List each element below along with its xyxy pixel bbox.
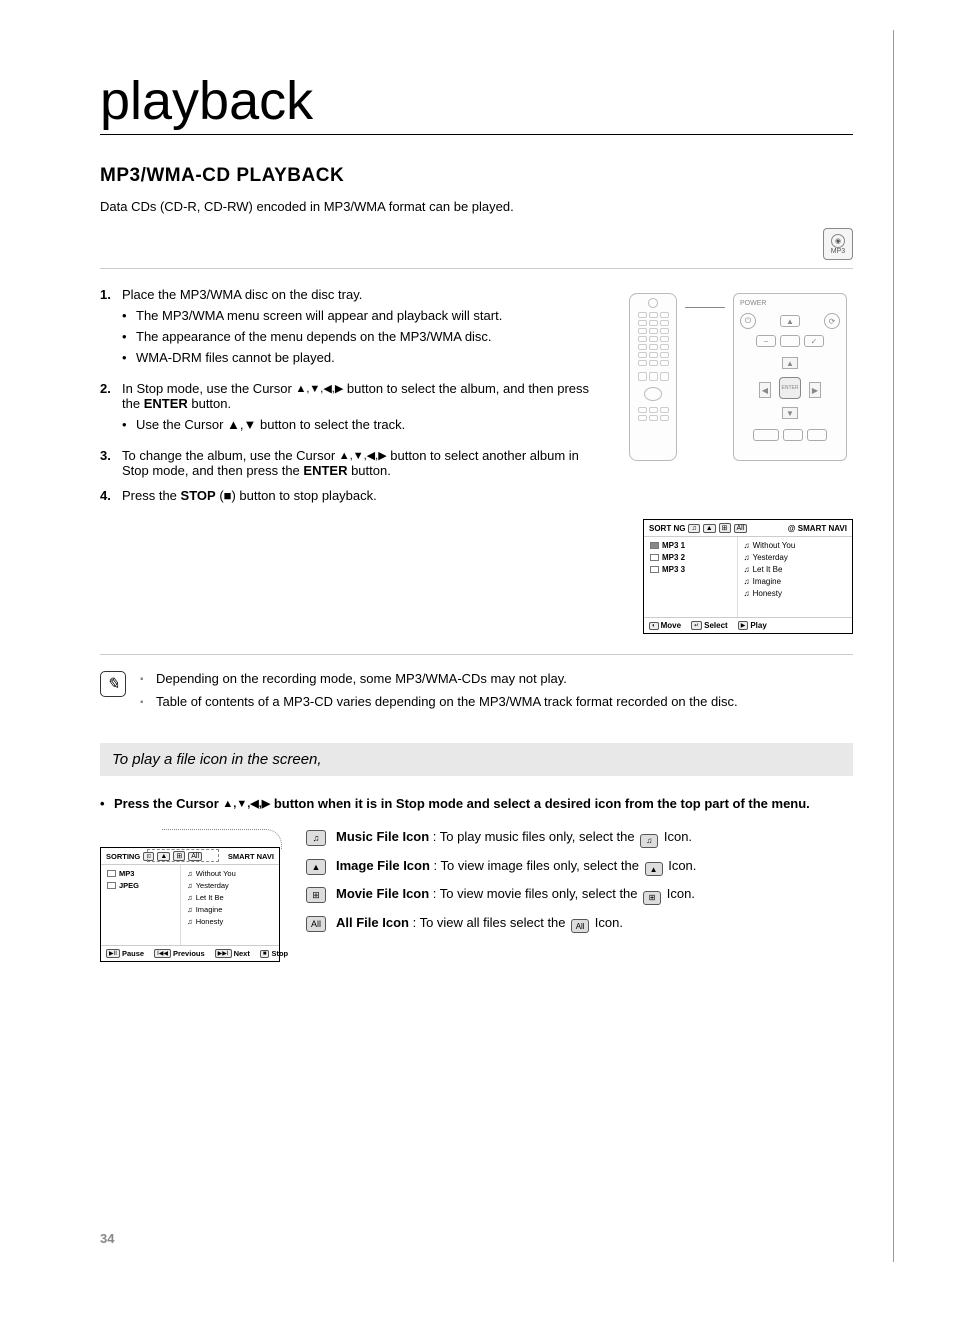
intro-text: Data CDs (CD-R, CD-RW) encoded in MP3/WM… — [100, 199, 853, 214]
dashed-highlight — [147, 849, 219, 862]
osd-screenshot-2: SORTING ♫ ▲ ⊞ All SMART NAVI MP3JPEG ♫Wi… — [100, 847, 280, 962]
icon-def-row: ▲Image File Icon : To view image files o… — [306, 858, 853, 877]
callout-dots — [162, 829, 282, 849]
power-icon: ⏻ — [740, 313, 756, 329]
music-chip-icon: ♫ — [688, 524, 699, 533]
eject-icon: ▲ — [780, 315, 800, 327]
icon-def-row: AllAll File Icon : To view all files sel… — [306, 915, 853, 934]
osd2-smartnavi: SMART NAVI — [228, 852, 274, 861]
dpad-up-icon: ▲ — [782, 357, 798, 369]
remote-right-panel: POWER ⏻ ▲ ⟳ − ✓ ▲ ▼ ◀ ▶ — [733, 293, 847, 461]
file-icon: ⊞ — [306, 887, 326, 903]
section-title: MP3/WMA-CD PLAYBACK — [100, 165, 853, 187]
inline-file-icon: ⊞ — [643, 891, 661, 905]
icon-def-row: ♫Music File Icon : To play music files o… — [306, 829, 853, 848]
step-item: 3.To change the album, use the Cursor ▲,… — [100, 448, 607, 478]
enter-button-icon: ENTER — [779, 377, 801, 399]
divider — [100, 268, 853, 269]
remote-figure: POWER ⏻ ▲ ⟳ − ✓ ▲ ▼ ◀ ▶ — [623, 287, 853, 467]
icon-instruction: Press the Cursor ▲,▼,◀,▶ button when it … — [100, 796, 853, 811]
osd2-folders: MP3JPEG — [101, 865, 181, 945]
step-item: 4.Press the STOP (■) button to stop play… — [100, 488, 607, 503]
step-item: 2.In Stop mode, use the Cursor ▲,▼,◀,▶ b… — [100, 381, 607, 438]
dpad-right-icon: ▶ — [809, 382, 821, 398]
dpad: ▲ ▼ ◀ ▶ ENTER — [755, 353, 825, 423]
file-icon: All — [306, 916, 326, 932]
steps-list: 1.Place the MP3/WMA disc on the disc tra… — [100, 287, 607, 503]
mp3-badge-icon: ◉ MP3 — [823, 228, 853, 260]
osd1-sorting: SORT NG — [649, 524, 685, 533]
file-icon: ♫ — [306, 830, 326, 846]
file-icon: ▲ — [306, 859, 326, 875]
inline-file-icon: ▲ — [645, 862, 663, 876]
chapter-title: playback — [100, 70, 853, 135]
note-icon: ✎ — [100, 671, 126, 697]
osd-screenshot-1: SORT NG ♫ ▲ ⊞ All @ SMART NAVI MP3 1MP3 … — [643, 519, 853, 634]
icon-definitions: ♫Music File Icon : To play music files o… — [306, 829, 853, 943]
inline-file-icon: All — [571, 919, 589, 933]
inline-file-icon: ♫ — [640, 834, 658, 848]
check-icon: ✓ — [804, 335, 824, 347]
sub-heading: To play a file icon in the screen, — [100, 743, 853, 776]
icon-def-row: ⊞Movie File Icon : To view movie files o… — [306, 886, 853, 905]
all-chip-icon: All — [734, 524, 748, 533]
power-label: POWER — [740, 300, 766, 307]
osd1-tracks: ♫Without You♫Yesterday♫Let It Be♫Imagine… — [738, 537, 802, 617]
step-item: 1.Place the MP3/WMA disc on the disc tra… — [100, 287, 607, 371]
osd1-folders: MP3 1MP3 2MP3 3 — [644, 537, 738, 617]
osd1-footer: ◐Move↵Select▶Play — [644, 617, 852, 633]
movie-chip-icon: ⊞ — [719, 523, 731, 533]
image-chip-icon: ▲ — [703, 524, 716, 533]
page-number: 34 — [100, 1231, 114, 1246]
dpad-left-icon: ◀ — [759, 382, 771, 398]
blank-icon — [780, 335, 800, 347]
minus-icon: − — [756, 335, 776, 347]
aux-icon: ⟳ — [824, 313, 840, 329]
osd2-sorting: SORTING — [106, 852, 140, 861]
dpad-down-icon: ▼ — [782, 407, 798, 419]
note-list: Depending on the recording mode, some MP… — [140, 671, 853, 717]
osd2-footer: ▶IIPauseI◀◀Previous▶▶INext■Stop — [101, 945, 279, 961]
osd1-smartnavi: @ SMART NAVI — [788, 524, 847, 533]
remote-left-panel — [629, 293, 677, 461]
osd2-tracks: ♫Without You♫Yesterday♫Let It Be♫Imagine… — [181, 865, 242, 945]
